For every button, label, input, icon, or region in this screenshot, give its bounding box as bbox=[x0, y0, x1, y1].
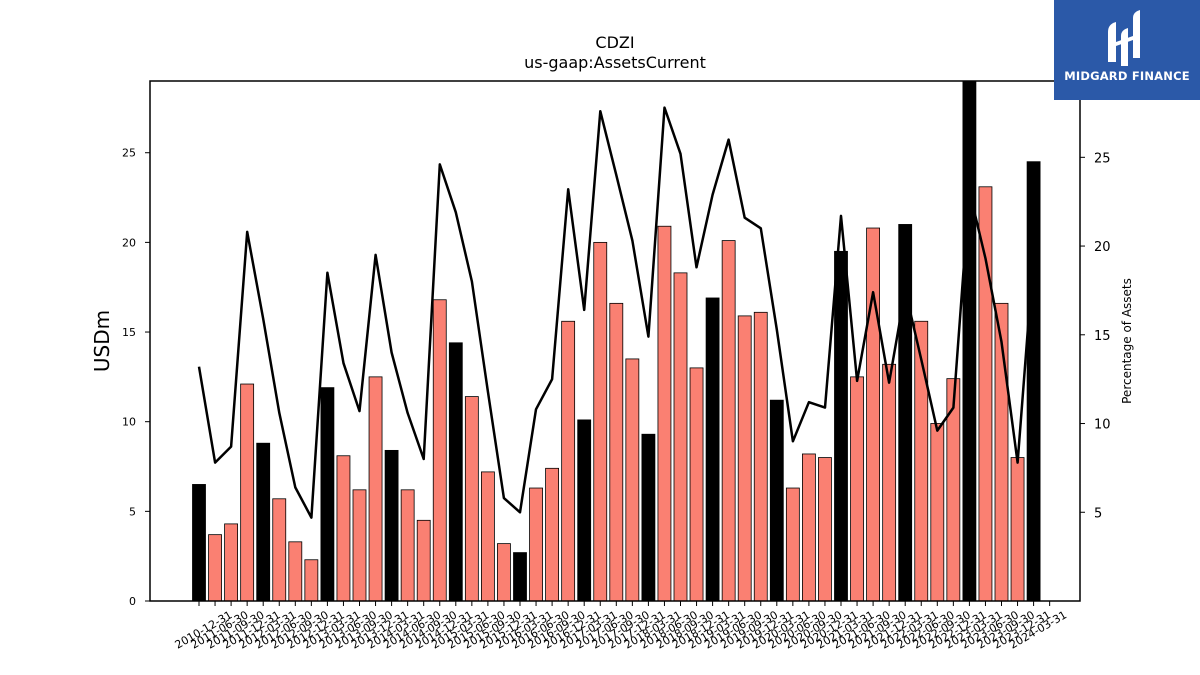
bar bbox=[721, 240, 736, 602]
bar bbox=[834, 250, 848, 602]
bar bbox=[641, 433, 656, 602]
series-line-percentage bbox=[197, 106, 1035, 519]
brand-logo: MIDGARD FINANCE bbox=[1054, 0, 1200, 100]
y-tick-label: 0 bbox=[129, 595, 136, 608]
y-tick-label: 20 bbox=[122, 236, 136, 249]
bar bbox=[1026, 161, 1041, 602]
y2-tick-label: 5 bbox=[1094, 506, 1102, 521]
y2-tick-label: 20 bbox=[1094, 240, 1111, 255]
bar bbox=[480, 471, 495, 602]
bar bbox=[753, 311, 768, 602]
bar bbox=[448, 342, 463, 602]
bar bbox=[368, 376, 383, 602]
bar bbox=[737, 315, 752, 602]
bar bbox=[577, 419, 592, 602]
y2-axis-label: Percentage of Assets bbox=[1120, 278, 1134, 404]
bar bbox=[769, 399, 784, 602]
bar bbox=[866, 227, 880, 602]
bar bbox=[416, 519, 431, 602]
bar bbox=[400, 489, 415, 602]
bar bbox=[192, 484, 206, 602]
y2-tick-label: 15 bbox=[1094, 329, 1111, 344]
bar bbox=[705, 297, 720, 602]
logo-mark-icon bbox=[1108, 10, 1140, 66]
bar bbox=[898, 224, 913, 602]
bar bbox=[545, 467, 559, 602]
bar bbox=[978, 186, 993, 602]
bar bbox=[513, 552, 527, 602]
bar bbox=[657, 225, 672, 602]
bar bbox=[529, 487, 543, 602]
bar bbox=[304, 559, 319, 602]
y-axis-label: USDm bbox=[90, 310, 114, 372]
bar bbox=[593, 241, 608, 602]
chart-subtitle: us-gaap:AssetsCurrent bbox=[524, 53, 706, 72]
bar bbox=[272, 498, 287, 602]
bar bbox=[802, 453, 816, 602]
y-tick-label: 10 bbox=[122, 416, 136, 429]
bar bbox=[962, 80, 977, 602]
bar bbox=[384, 449, 399, 602]
y-tick-label: 5 bbox=[129, 505, 136, 518]
bar bbox=[1010, 457, 1025, 602]
chart-title: CDZI bbox=[595, 33, 634, 52]
bar bbox=[464, 396, 479, 602]
y2-tick-label: 10 bbox=[1094, 418, 1111, 433]
bar bbox=[208, 534, 222, 602]
bar bbox=[818, 457, 832, 602]
bar bbox=[561, 320, 576, 602]
bar bbox=[288, 541, 303, 602]
bar bbox=[352, 489, 367, 602]
y-tick-label: 25 bbox=[122, 147, 136, 160]
bar bbox=[689, 367, 704, 602]
bar bbox=[625, 358, 640, 602]
bar bbox=[320, 387, 335, 602]
plot-area: 05101520255101520252010-12-312011-06-302… bbox=[122, 80, 1111, 652]
y-tick-label: 15 bbox=[122, 326, 136, 339]
bar bbox=[240, 383, 255, 602]
bar bbox=[882, 363, 897, 602]
bar bbox=[497, 543, 511, 602]
bar bbox=[256, 442, 271, 602]
bar bbox=[432, 299, 447, 602]
bar bbox=[673, 272, 688, 602]
logo-text: MIDGARD FINANCE bbox=[1064, 69, 1190, 83]
bar bbox=[336, 455, 351, 602]
bar bbox=[785, 487, 800, 602]
plot-frame bbox=[149, 80, 1081, 602]
bar bbox=[930, 423, 945, 602]
bar bbox=[850, 376, 864, 602]
bar bbox=[609, 302, 624, 602]
bar bbox=[224, 523, 239, 602]
y2-tick-label: 25 bbox=[1094, 151, 1111, 166]
